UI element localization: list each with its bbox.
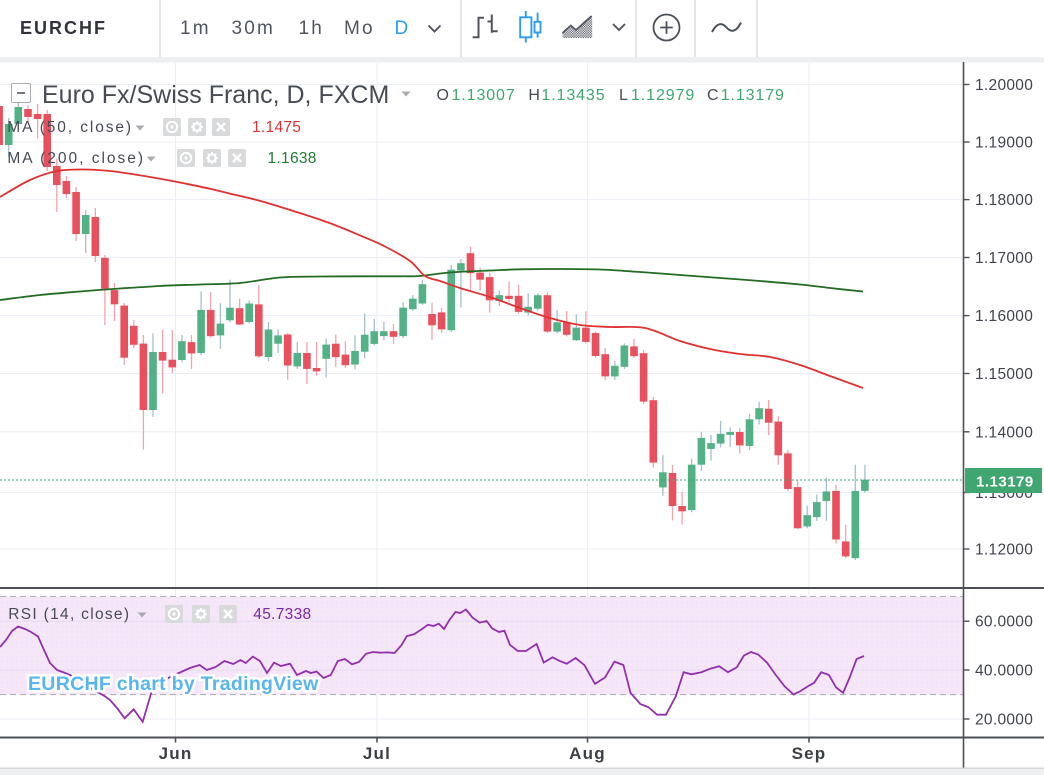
svg-text:1.18000: 1.18000	[975, 192, 1033, 209]
svg-text:EURCHF chart by TradingView: EURCHF chart by TradingView	[28, 673, 319, 695]
svg-text:Jun: Jun	[159, 744, 193, 763]
svg-text:60.0000: 60.0000	[975, 614, 1033, 631]
svg-text:Sep: Sep	[792, 744, 827, 763]
svg-text:1.13179: 1.13179	[976, 474, 1034, 491]
svg-text:Jul: Jul	[363, 744, 391, 763]
svg-text:Aug: Aug	[569, 744, 606, 763]
svg-text:1.19000: 1.19000	[975, 135, 1033, 152]
svg-text:1.17000: 1.17000	[975, 250, 1033, 267]
svg-text:1.12000: 1.12000	[975, 542, 1033, 559]
svg-text:40.0000: 40.0000	[975, 663, 1033, 680]
svg-text:1.20000: 1.20000	[975, 77, 1033, 94]
svg-text:1.16000: 1.16000	[975, 308, 1033, 325]
svg-text:1.15000: 1.15000	[975, 366, 1033, 383]
svg-text:20.0000: 20.0000	[975, 712, 1033, 729]
svg-text:1.14000: 1.14000	[975, 424, 1033, 441]
